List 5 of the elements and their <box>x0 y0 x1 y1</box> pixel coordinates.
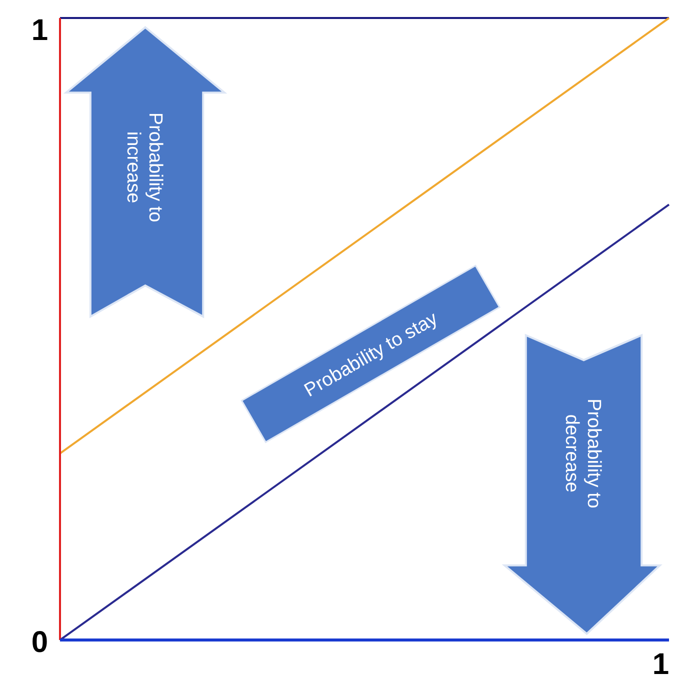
text: 1 <box>652 648 669 681</box>
annotation: Probability to decrease <box>561 398 604 508</box>
annotation: Probability to increase <box>122 112 166 222</box>
annotation: 1 <box>31 14 48 47</box>
annotation: 0 <box>31 626 48 659</box>
